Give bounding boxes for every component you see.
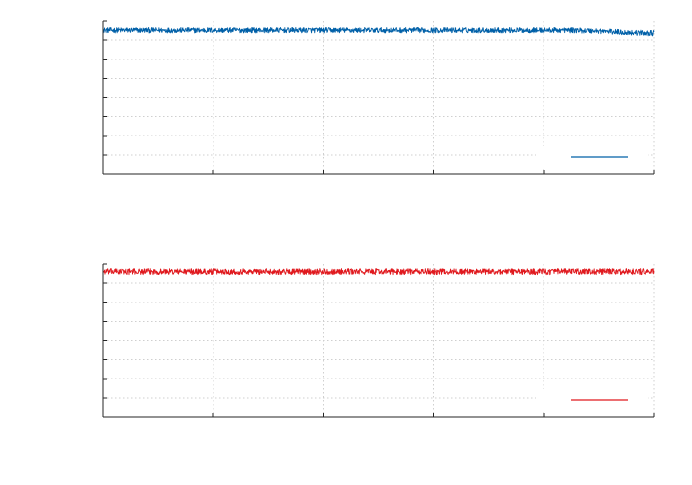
legend — [536, 146, 648, 168]
top-chart-panel — [102, 20, 655, 175]
legend — [536, 389, 648, 411]
bottom-chart-panel — [102, 263, 655, 418]
data-series-line — [102, 268, 655, 276]
data-series-line — [102, 26, 655, 37]
